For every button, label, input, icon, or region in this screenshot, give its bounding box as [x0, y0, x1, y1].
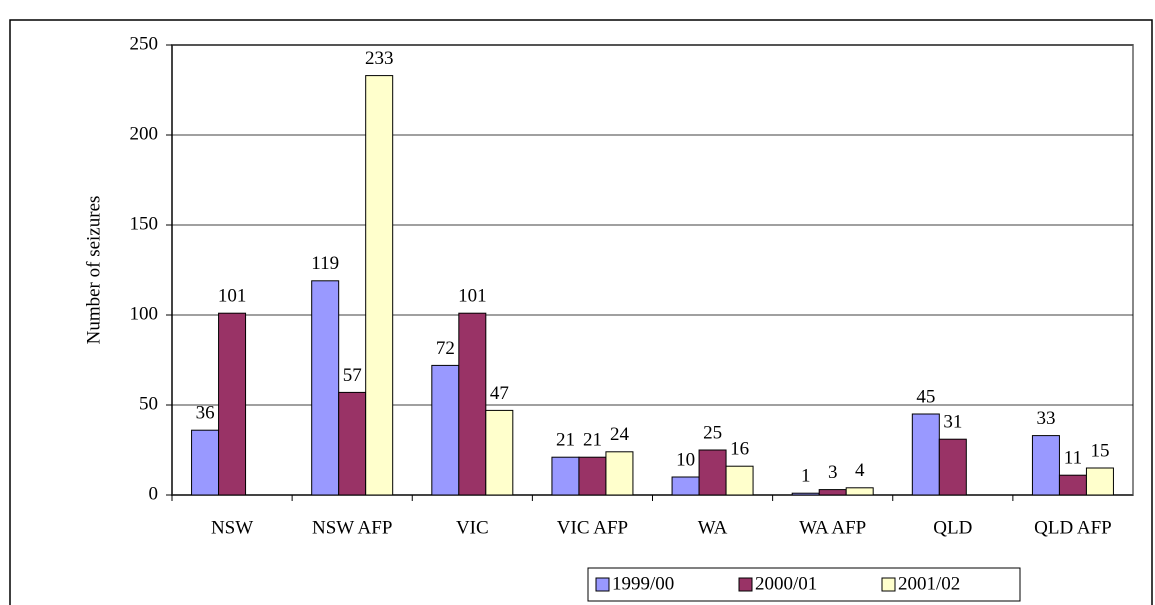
bar [365, 75, 394, 496]
data-label: 233 [365, 48, 394, 69]
legend-swatch [881, 577, 896, 592]
x-tick-label: VIC AFP [557, 517, 628, 538]
bar [551, 456, 580, 496]
y-tick-label: 200 [130, 123, 159, 144]
data-label: 101 [218, 286, 247, 307]
y-tick-label: 50 [139, 393, 158, 414]
x-tick-label: NSW [211, 517, 253, 538]
data-label: 57 [343, 365, 362, 386]
data-label: 119 [311, 253, 339, 274]
bar [311, 280, 340, 496]
legend-label: 1999/00 [612, 573, 674, 594]
data-label: 24 [610, 424, 630, 445]
bar [485, 409, 514, 496]
y-tick-label: 100 [130, 303, 159, 324]
bar [431, 364, 460, 496]
legend-label: 2001/02 [898, 573, 960, 594]
bar [458, 312, 487, 496]
bar [218, 312, 247, 496]
y-tick-label: 0 [149, 483, 159, 504]
data-label: 31 [943, 412, 962, 433]
x-tick-label: WA AFP [799, 517, 866, 538]
bar [818, 489, 847, 496]
x-tick-label: QLD [933, 517, 972, 538]
legend-swatch [738, 577, 753, 592]
bar [1058, 474, 1087, 496]
y-axis-label: Number of seizures [83, 196, 104, 345]
bar [911, 413, 940, 496]
bar [938, 438, 967, 496]
bar [845, 487, 874, 496]
bar [605, 451, 634, 496]
legend-swatch [595, 577, 610, 592]
y-tick-label: 250 [130, 33, 159, 54]
bar [578, 456, 607, 496]
x-tick-label: VIC [456, 517, 489, 538]
data-label: 3 [828, 462, 838, 483]
data-label: 45 [916, 386, 935, 407]
data-label: 21 [583, 430, 602, 451]
bar [338, 391, 367, 496]
data-label: 36 [196, 403, 215, 424]
data-label: 4 [855, 460, 865, 481]
x-tick-label: QLD AFP [1034, 517, 1112, 538]
legend-label: 2000/01 [755, 573, 817, 594]
data-label: 1 [801, 466, 811, 487]
bar [698, 449, 727, 496]
data-label: 15 [1090, 440, 1109, 461]
data-label: 25 [703, 422, 722, 443]
x-tick-label: NSW AFP [312, 517, 392, 538]
data-label: 33 [1036, 408, 1055, 429]
bar [1031, 435, 1060, 496]
data-label: 101 [458, 286, 487, 307]
bar [1085, 467, 1114, 496]
data-label: 10 [676, 449, 695, 470]
bar [671, 476, 700, 496]
data-label: 47 [490, 383, 509, 404]
data-label: 21 [556, 430, 575, 451]
y-tick-label: 150 [130, 213, 159, 234]
data-label: 72 [436, 338, 455, 359]
bar [725, 465, 754, 496]
data-label: 11 [1064, 448, 1082, 469]
legend-box [587, 567, 1021, 602]
x-tick-label: WA [698, 517, 728, 538]
data-label: 16 [730, 439, 749, 460]
bar [191, 429, 220, 496]
